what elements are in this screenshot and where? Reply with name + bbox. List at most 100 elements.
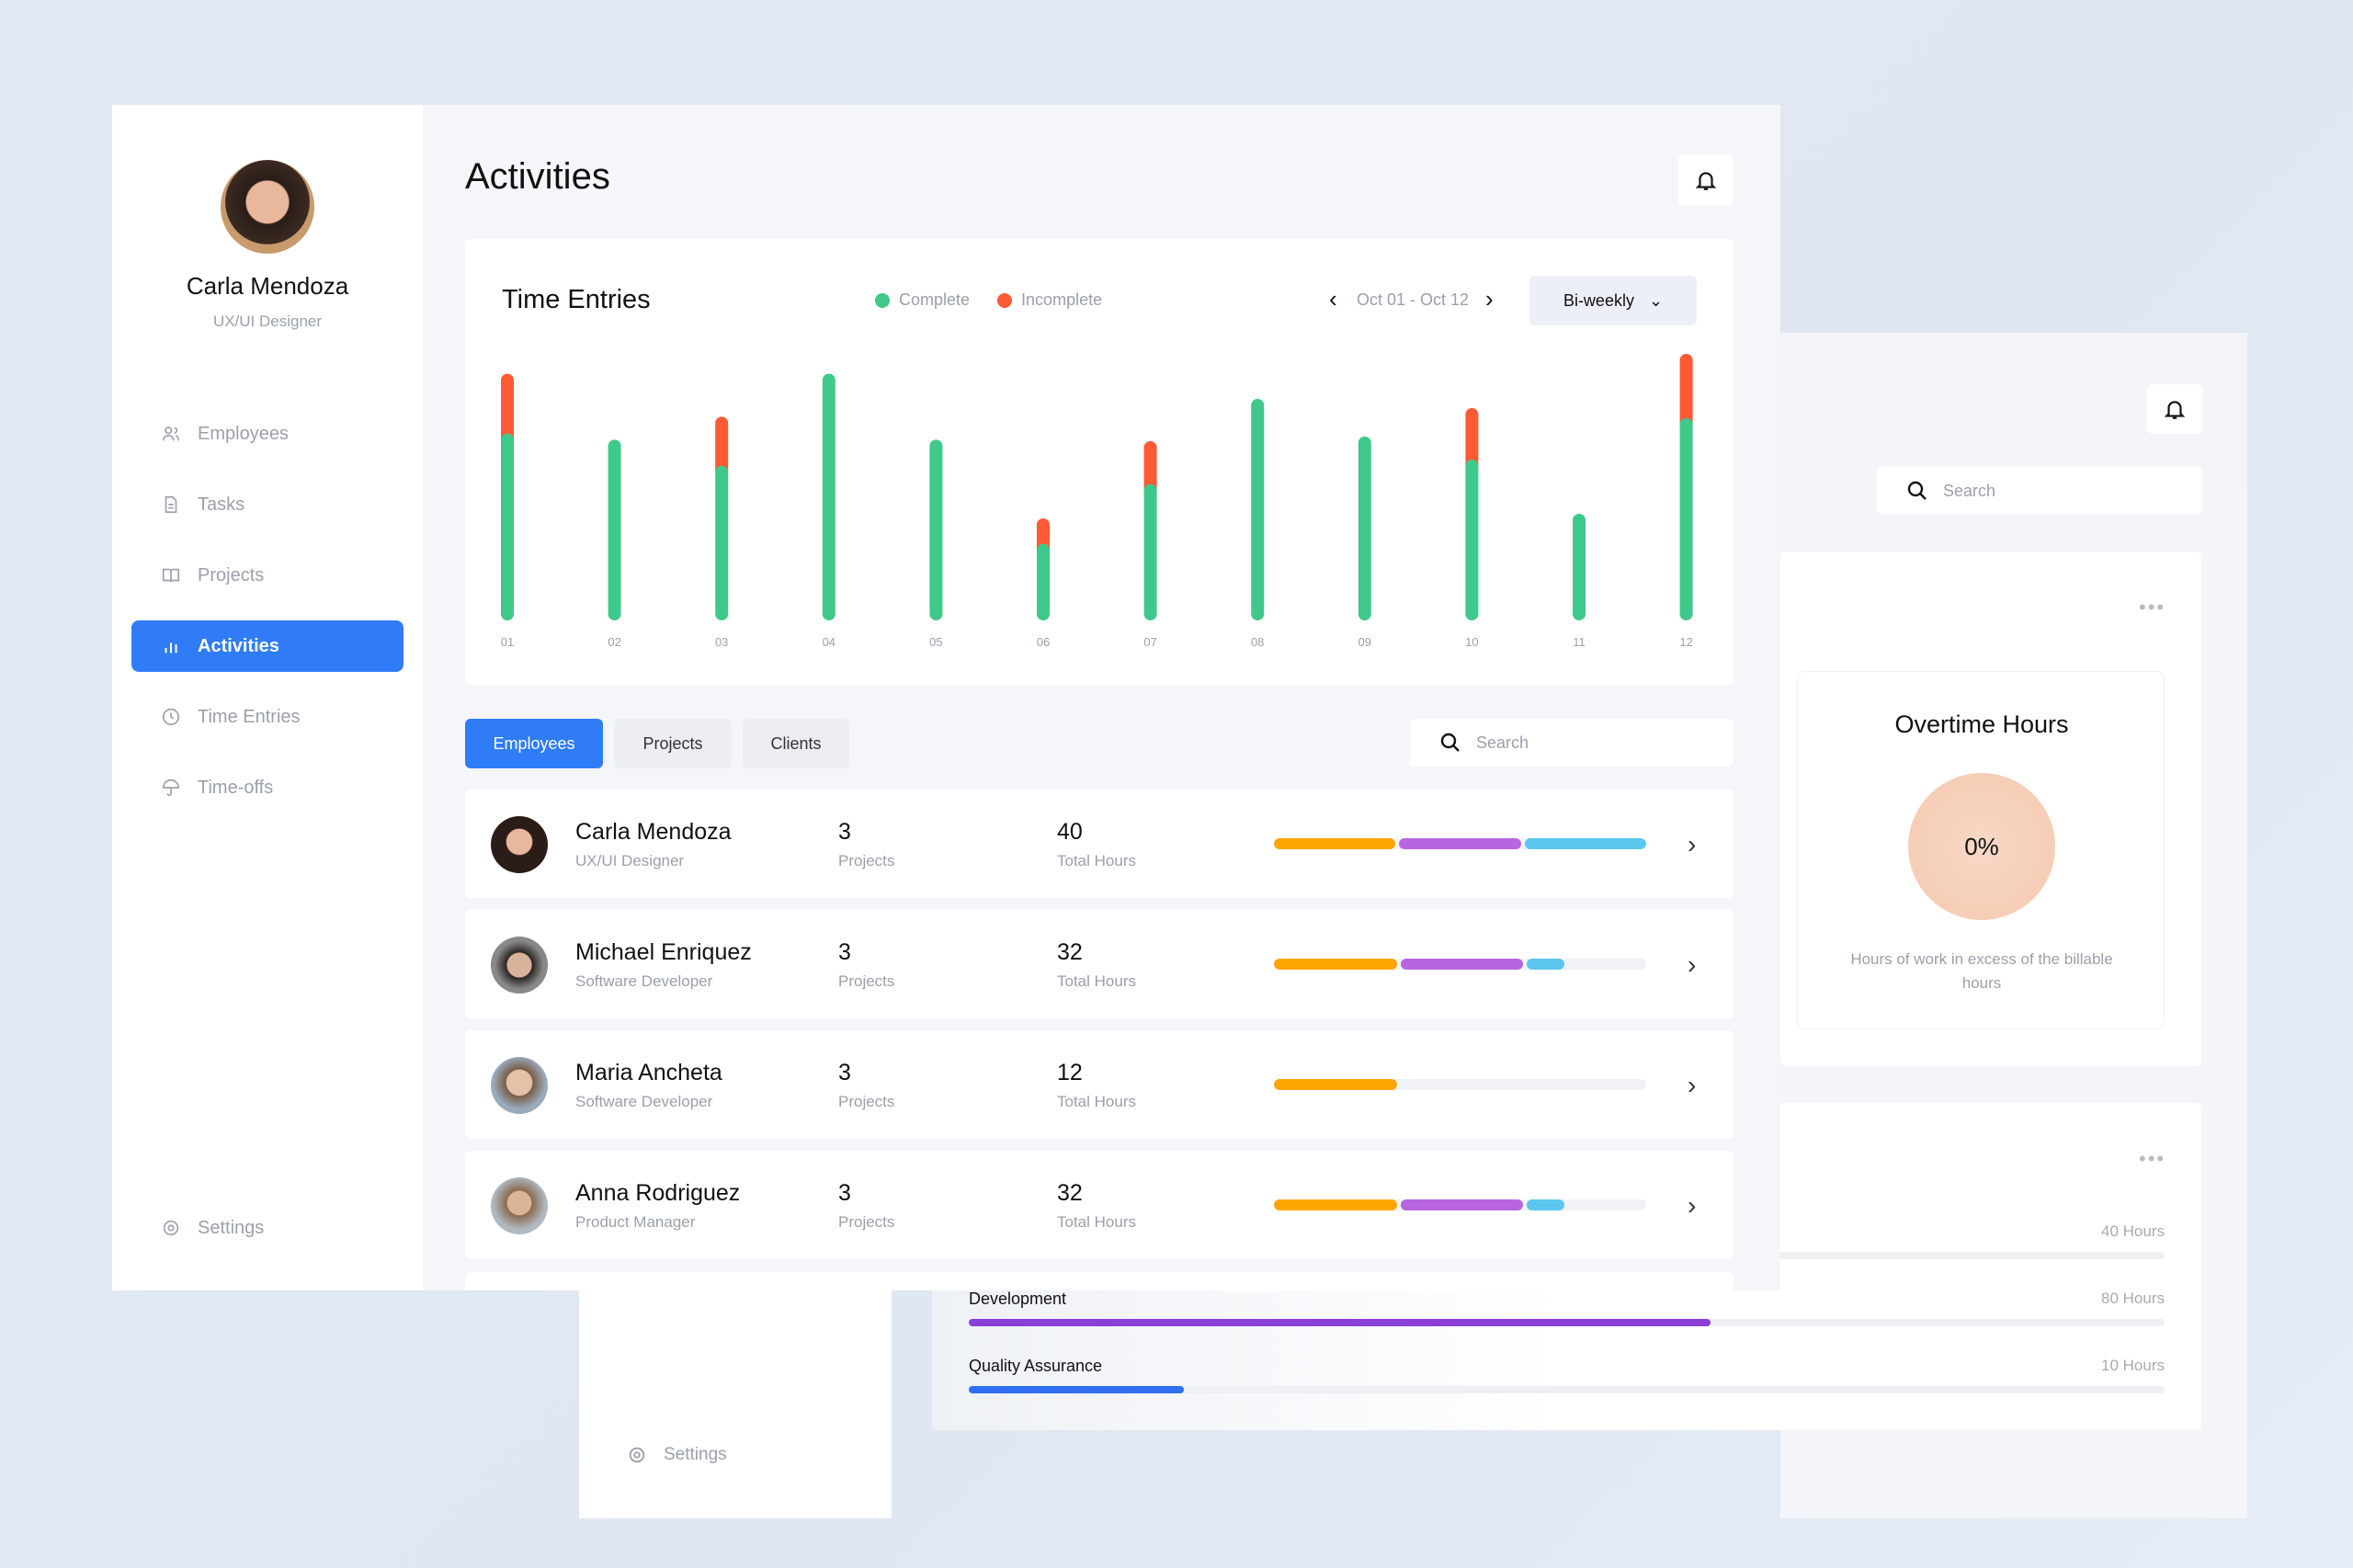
progress-segment bbox=[1527, 1199, 1564, 1210]
more-options-icon[interactable]: ••• bbox=[2139, 1147, 2166, 1170]
employee-role: Software Developer bbox=[575, 1093, 713, 1110]
overtime-title: Overtime Hours bbox=[1894, 710, 2069, 738]
projects-label: Projects bbox=[838, 972, 895, 990]
table-row-partial bbox=[465, 1272, 1733, 1290]
progress-segment bbox=[1274, 838, 1396, 849]
period-dropdown[interactable]: Bi-weekly ⌄ bbox=[1529, 276, 1697, 325]
employee-role: UX/UI Designer bbox=[575, 852, 685, 869]
chevron-right-icon[interactable]: › bbox=[1688, 1071, 1697, 1099]
category-label: Quality Assurance bbox=[969, 1357, 1103, 1375]
progress-segment bbox=[1400, 1199, 1524, 1210]
chevron-down-icon: ⌄ bbox=[1648, 290, 1664, 310]
time-entries-card: Time Entries Complete Incomplete ‹ Oct 0… bbox=[465, 239, 1733, 685]
legend-complete: Complete bbox=[875, 290, 970, 310]
legend-incomplete: Incomplete bbox=[997, 290, 1102, 310]
x-tick-label: 03 bbox=[715, 635, 728, 649]
sidebar-item-activities[interactable]: Activities bbox=[131, 620, 404, 672]
x-tick-label: 10 bbox=[1465, 635, 1478, 649]
x-tick-label: 11 bbox=[1573, 635, 1586, 649]
sidebar bbox=[112, 105, 423, 1290]
settings-link-secondary[interactable]: Settings bbox=[627, 1445, 727, 1465]
category-track bbox=[969, 1319, 2165, 1326]
profile-role: UX/UI Designer bbox=[212, 312, 323, 330]
more-options-icon[interactable]: ••• bbox=[2139, 596, 2166, 619]
search-input-secondary[interactable]: Search bbox=[1877, 467, 2202, 515]
notification-button[interactable] bbox=[1678, 154, 1733, 206]
sidebar-item-projects[interactable]: Projects bbox=[131, 550, 404, 601]
projects-count: 3 bbox=[838, 1060, 851, 1085]
sidebar-item-label: Employees bbox=[198, 423, 289, 444]
table-row[interactable]: Anna Rodriguez Product Manager 3 Project… bbox=[465, 1151, 1733, 1259]
category-track bbox=[969, 1386, 2165, 1393]
next-range-button[interactable]: › bbox=[1485, 285, 1494, 312]
avatar bbox=[491, 1177, 548, 1234]
projects-count: 3 bbox=[838, 939, 851, 965]
employee-name: Maria Ancheta bbox=[575, 1060, 722, 1085]
avatar bbox=[491, 816, 548, 873]
x-tick-label: 07 bbox=[1143, 635, 1156, 649]
category-hours: 10 Hours bbox=[2101, 1357, 2165, 1374]
overtime-gauge: 0% bbox=[1908, 773, 2055, 920]
sidebar-item-employees[interactable]: Employees bbox=[131, 408, 404, 460]
sidebar-item-label: Activities bbox=[198, 635, 279, 656]
tab-clients[interactable]: Clients bbox=[743, 719, 849, 768]
bar-complete bbox=[715, 465, 729, 620]
projects-label: Projects bbox=[838, 1213, 895, 1231]
total-hours-label: Total Hours bbox=[1057, 972, 1136, 990]
progress-segment bbox=[1274, 1199, 1397, 1210]
sidebar-item-label: Time-offs bbox=[198, 777, 274, 798]
gear-icon bbox=[163, 1220, 179, 1236]
sidebar-item-time-entries[interactable]: Time Entries bbox=[131, 691, 404, 743]
employee-name: Anna Rodriguez bbox=[575, 1180, 741, 1206]
x-tick-label: 01 bbox=[501, 635, 514, 649]
projects-count: 3 bbox=[838, 819, 851, 845]
sidebar-item-tasks[interactable]: Tasks bbox=[131, 479, 404, 530]
chevron-right-icon[interactable]: › bbox=[1688, 950, 1697, 979]
total-hours: 12 bbox=[1057, 1060, 1083, 1085]
notification-button-secondary[interactable] bbox=[2147, 384, 2202, 434]
prev-range-button[interactable]: ‹ bbox=[1329, 285, 1337, 312]
table-row[interactable]: Michael Enriquez Software Developer 3 Pr… bbox=[465, 910, 1733, 1018]
avatar bbox=[221, 160, 314, 254]
bar-complete bbox=[608, 439, 621, 620]
x-tick-label: 06 bbox=[1037, 635, 1050, 649]
avatar bbox=[491, 1057, 548, 1114]
sidebar-item-time-offs[interactable]: Time-offs bbox=[131, 762, 404, 813]
total-hours-label: Total Hours bbox=[1057, 1213, 1136, 1231]
sidebar-item-label: Tasks bbox=[198, 494, 245, 515]
bar-incomplete bbox=[1465, 408, 1479, 472]
project-progress-bar bbox=[1274, 838, 1646, 849]
tab-projects[interactable]: Projects bbox=[614, 719, 732, 768]
sidebar-item-label: Projects bbox=[198, 564, 265, 585]
profile-name: Carla Mendoza bbox=[186, 272, 349, 300]
time-entries-title: Time Entries bbox=[502, 285, 651, 314]
bar-complete bbox=[1465, 460, 1479, 620]
table-row[interactable]: Maria Ancheta Software Developer 3 Proje… bbox=[465, 1030, 1733, 1139]
bar-chart-icon bbox=[165, 642, 177, 653]
clock-icon bbox=[162, 708, 180, 726]
chevron-right-icon[interactable]: › bbox=[1688, 830, 1697, 858]
bar-complete bbox=[1679, 418, 1693, 620]
progress-segment bbox=[1524, 838, 1646, 849]
umbrella-icon bbox=[162, 779, 180, 797]
x-tick-label: 02 bbox=[608, 635, 620, 649]
employee-name: Michael Enriquez bbox=[575, 939, 752, 965]
tab-employees[interactable]: Employees bbox=[465, 719, 603, 768]
settings-link[interactable]: Settings bbox=[131, 1202, 404, 1254]
progress-segment bbox=[1399, 838, 1521, 849]
chevron-right-icon[interactable]: › bbox=[1688, 1191, 1697, 1220]
bell-icon bbox=[2164, 401, 2186, 419]
projects-label: Projects bbox=[838, 1093, 895, 1110]
bar-incomplete bbox=[1143, 441, 1157, 497]
progress-segment bbox=[1400, 959, 1524, 970]
employee-role: Software Developer bbox=[575, 972, 713, 990]
bar-incomplete bbox=[715, 416, 729, 479]
table-row[interactable]: Carla Mendoza UX/UI Designer 3 Projects … bbox=[465, 790, 1733, 898]
bar-complete bbox=[929, 439, 943, 620]
total-hours: 32 bbox=[1057, 1180, 1083, 1206]
category-label: Development bbox=[969, 1290, 1067, 1308]
bar-complete bbox=[1573, 514, 1586, 620]
total-hours: 40 bbox=[1057, 819, 1083, 845]
search-input[interactable]: Search bbox=[1410, 719, 1733, 767]
qa-bar bbox=[969, 1386, 1185, 1393]
